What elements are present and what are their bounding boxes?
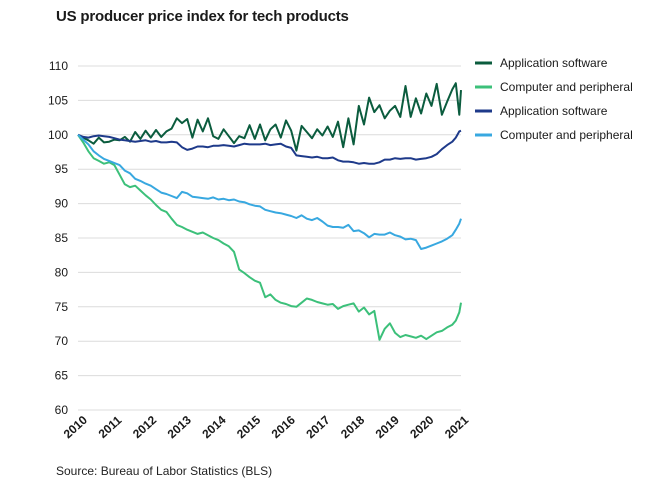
y-tick-label: 65 [55, 369, 69, 383]
series-line-2 [77, 134, 462, 341]
x-axis-ticks: 2010 2011 2012 2013 2014 2015 2016 2017 2018 2019… [61, 413, 472, 441]
legend-label: Application software [500, 104, 608, 118]
y-tick-label: 90 [55, 197, 69, 211]
y-tick-label: 100 [48, 128, 68, 142]
y-tick-label: 105 [48, 93, 68, 107]
series-line-4 [77, 134, 462, 250]
x-tick-label: 2014 [199, 413, 228, 441]
x-tick-label: 2013 [165, 413, 194, 441]
y-tick-label: 80 [55, 265, 69, 279]
x-tick-label: 2015 [234, 413, 263, 441]
y-tick-label: 70 [55, 334, 69, 348]
chart-title: US producer price index for tech product… [56, 8, 349, 25]
x-tick-label: 2019 [373, 413, 402, 441]
y-tick-label: 110 [49, 59, 68, 73]
y-tick-label: 60 [55, 403, 69, 417]
x-tick-label: 2011 [96, 413, 125, 441]
y-tick-label: 95 [55, 162, 69, 176]
y-tick-label: 75 [55, 300, 69, 314]
x-tick-label: 2017 [303, 413, 332, 441]
legend: Application software Computer and periphe… [475, 56, 633, 142]
legend-label: Computer and peripheral [500, 128, 633, 142]
x-tick-label: 2012 [130, 413, 159, 441]
x-tick-label: 2020 [407, 413, 436, 441]
series-line-1 [77, 82, 462, 152]
series-lines [77, 82, 462, 341]
series-line-3 [77, 129, 462, 165]
legend-label: Application software [500, 56, 608, 70]
y-axis-ticks: 60 65 70 75 80 85 90 95 100 105 110 [48, 59, 68, 417]
y-tick-label: 85 [55, 231, 69, 245]
legend-label: Computer and peripheral [500, 80, 633, 94]
x-tick-label: 2016 [269, 413, 298, 441]
x-tick-label: 2021 [442, 413, 471, 441]
x-tick-label: 2018 [338, 413, 367, 441]
source-note: Source: Bureau of Labor Statistics (BLS) [56, 464, 273, 478]
